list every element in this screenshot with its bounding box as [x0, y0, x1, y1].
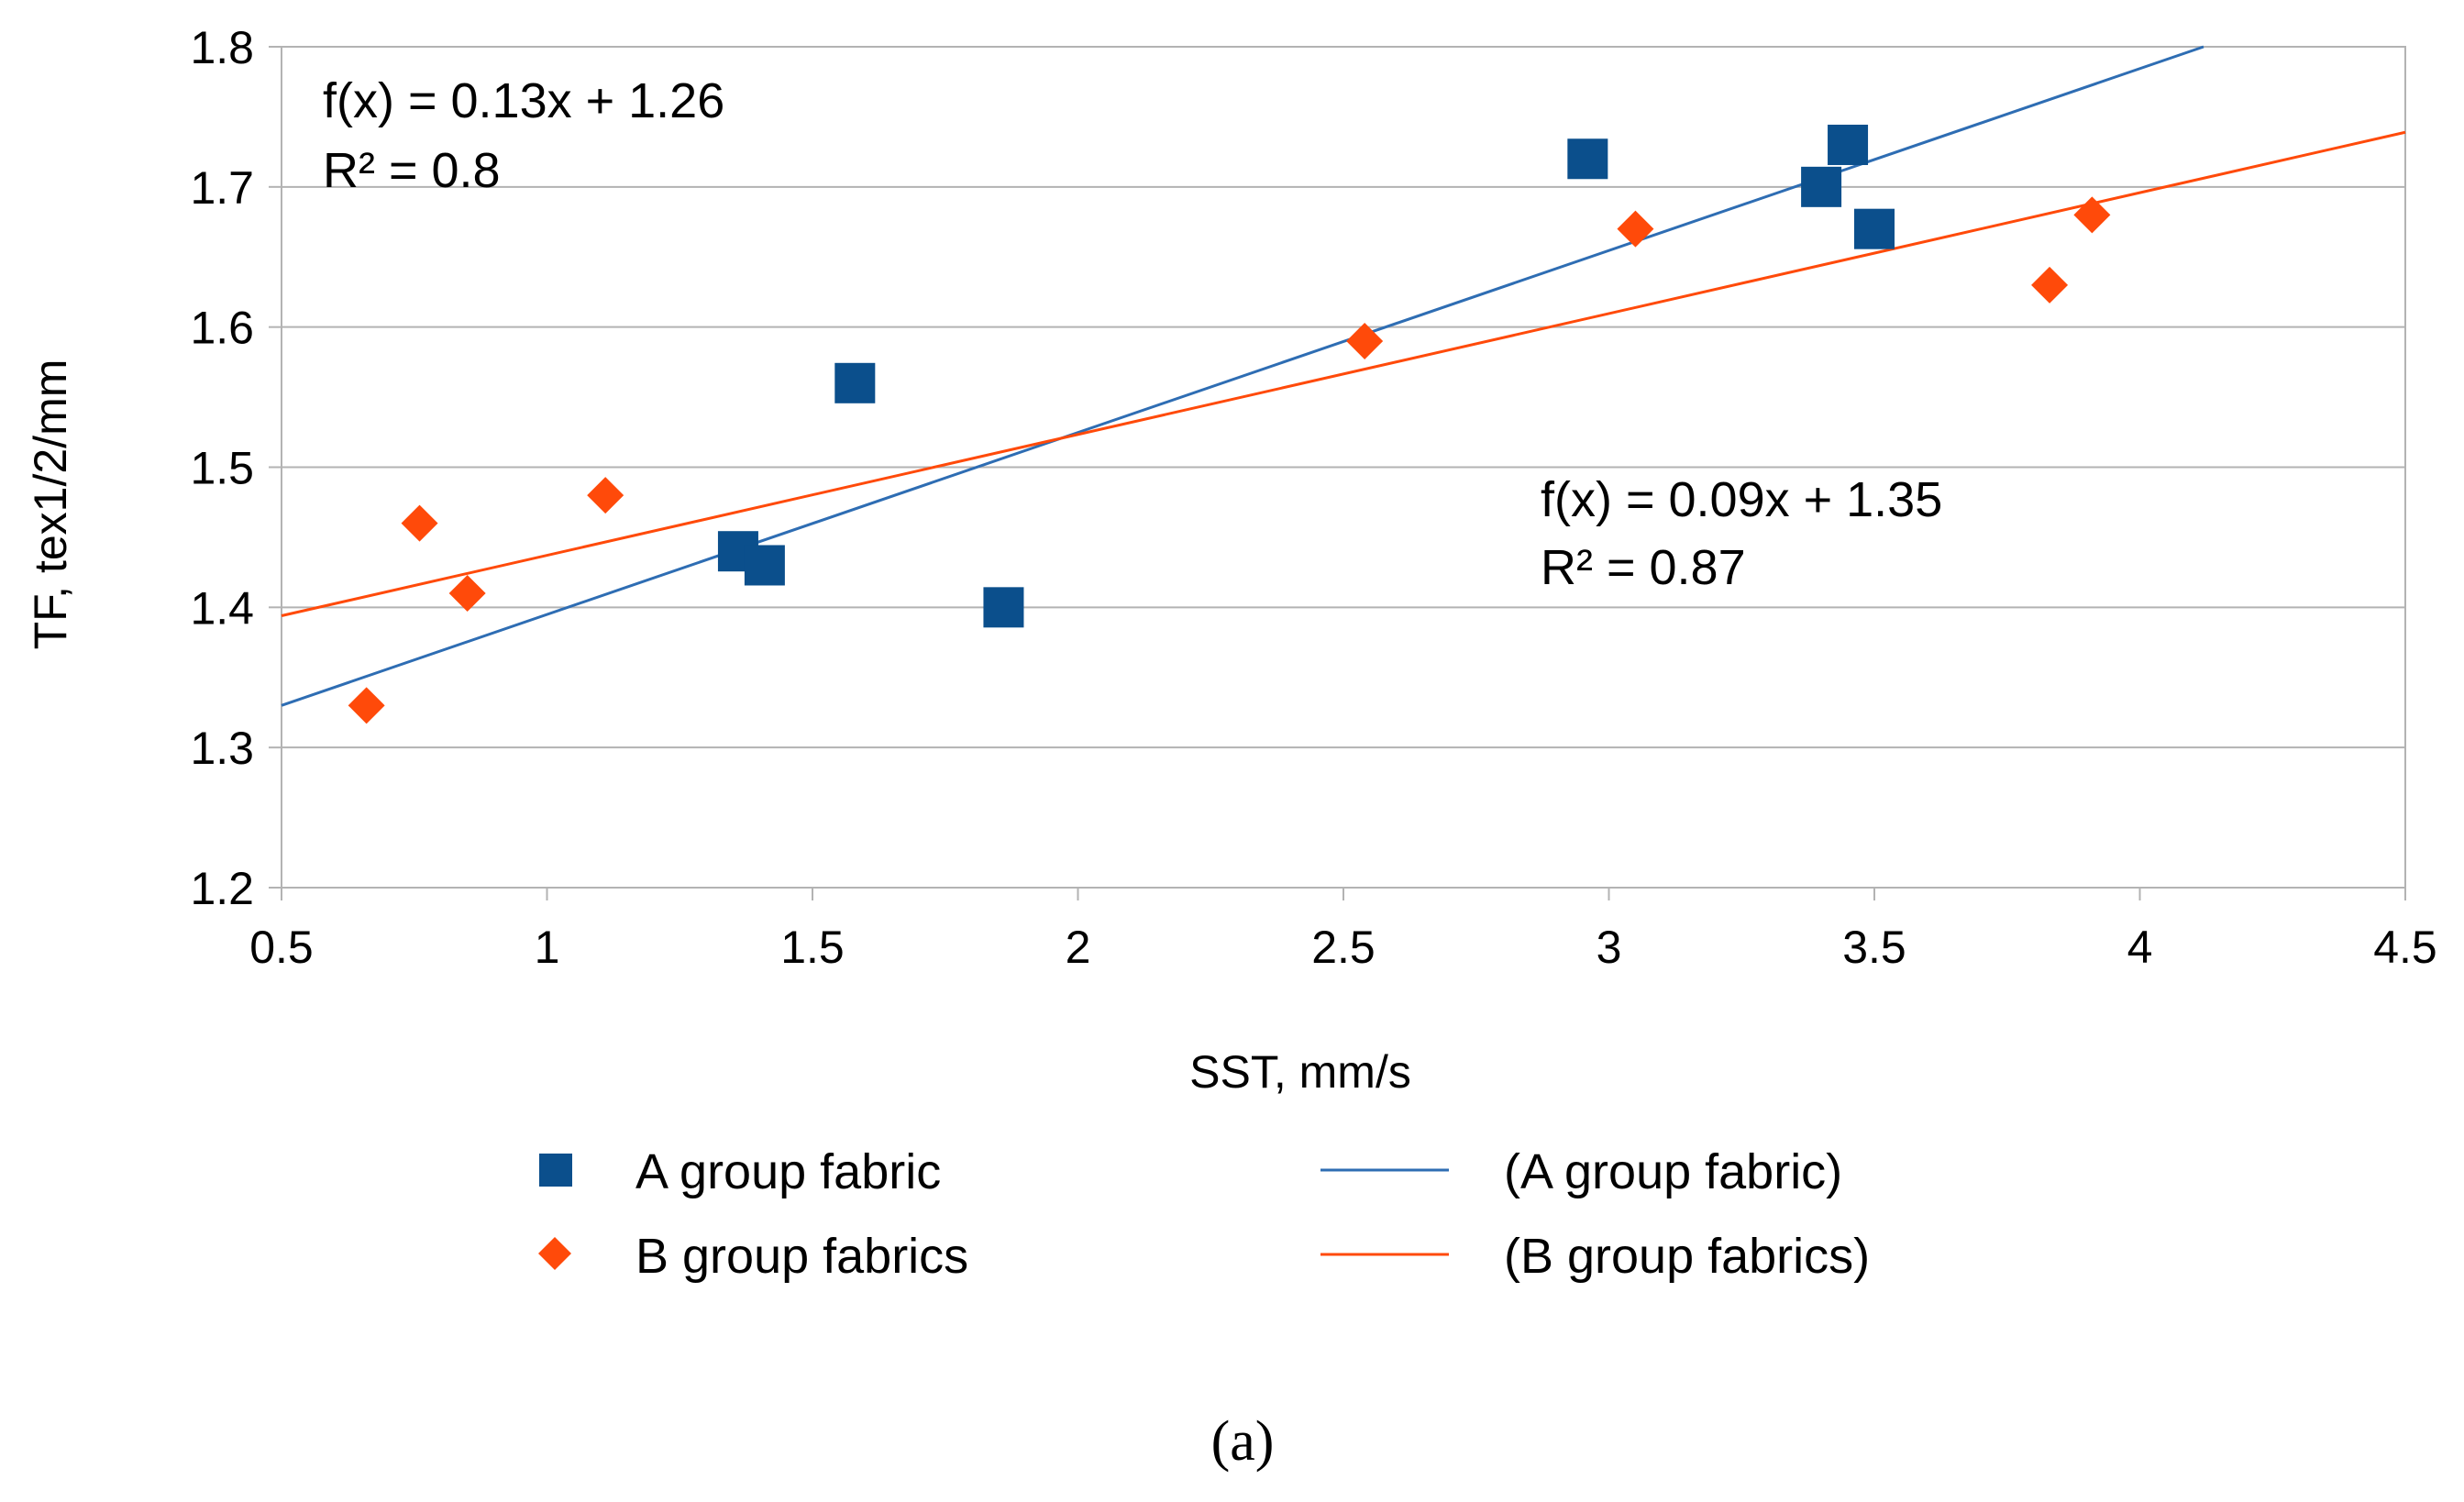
legend: A group fabric B group fabrics (A group … — [538, 1144, 1870, 1284]
x-tick-label-3: 2 — [1066, 922, 1091, 973]
x-tick-label-8: 4.5 — [2373, 922, 2437, 973]
x-tick-label-5: 3 — [1597, 922, 1622, 973]
axes — [269, 46, 2406, 900]
point-b-2 — [448, 575, 486, 613]
y-tick-label-6: 1.8 — [190, 22, 254, 73]
legend-label-trend-b: (B group fabrics) — [1504, 1229, 1870, 1284]
trend-b-equation: f(x) = 0.09x + 1.35 — [1541, 472, 1942, 527]
point-a-7 — [1854, 208, 1895, 249]
legend-label-b: B group fabrics — [635, 1229, 968, 1284]
trendline-a — [281, 45, 2204, 707]
point-a-2 — [834, 362, 876, 403]
point-a-4 — [1567, 138, 1608, 180]
y-axis-title: TF, tex1/2/mm — [25, 359, 76, 650]
y-tick-labels: 1.2 1.3 1.4 1.5 1.6 1.7 1.8 — [190, 22, 254, 914]
trendlines — [281, 45, 2406, 707]
trend-b-r2: R² = 0.87 — [1541, 540, 1746, 595]
y-tick-label-1: 1.3 — [190, 723, 254, 774]
x-tick-label-4: 2.5 — [1311, 922, 1376, 973]
trend-a-r2: R² = 0.8 — [323, 143, 501, 198]
x-tick-labels: 0.5 1 1.5 2 2.5 3 3.5 4 4.5 — [249, 922, 2437, 973]
x-axis-title: SST, mm/s — [1189, 1046, 1411, 1098]
x-tick-label-2: 1.5 — [780, 922, 845, 973]
point-b-4 — [1346, 322, 1384, 359]
y-tick-label-3: 1.5 — [190, 443, 254, 494]
point-a-6 — [1828, 124, 1869, 165]
point-b-5 — [1617, 210, 1654, 248]
y-tick-label-0: 1.2 — [190, 863, 254, 914]
x-tick-label-1: 1 — [535, 922, 560, 973]
y-tick-label-5: 1.7 — [190, 162, 254, 214]
point-b-0 — [348, 687, 385, 724]
x-tick-label-0: 0.5 — [249, 922, 314, 973]
legend-marker-a-square — [539, 1154, 572, 1187]
point-b-1 — [401, 504, 438, 542]
point-a-5 — [1801, 166, 1842, 207]
point-b-3 — [587, 477, 624, 514]
x-tick-label-6: 3.5 — [1842, 922, 1906, 973]
x-tick-label-7: 4 — [2127, 922, 2153, 973]
point-a-1 — [744, 545, 785, 586]
y-tick-label-4: 1.6 — [190, 303, 254, 354]
trend-a-equation: f(x) = 0.13x + 1.26 — [323, 73, 724, 128]
legend-label-trend-a: (A group fabric) — [1504, 1144, 1842, 1199]
y-tick-label-2: 1.4 — [190, 582, 254, 634]
point-a-3 — [983, 587, 1024, 628]
point-b-6 — [2031, 266, 2069, 304]
point-b-7 — [2073, 196, 2111, 234]
data-points — [348, 124, 2111, 724]
figure-caption: (a) — [1211, 1410, 1275, 1473]
legend-label-a: A group fabric — [635, 1144, 941, 1199]
grid-lines — [282, 46, 2405, 889]
legend-marker-b-diamond — [538, 1237, 571, 1270]
trendline-b — [281, 130, 2406, 617]
